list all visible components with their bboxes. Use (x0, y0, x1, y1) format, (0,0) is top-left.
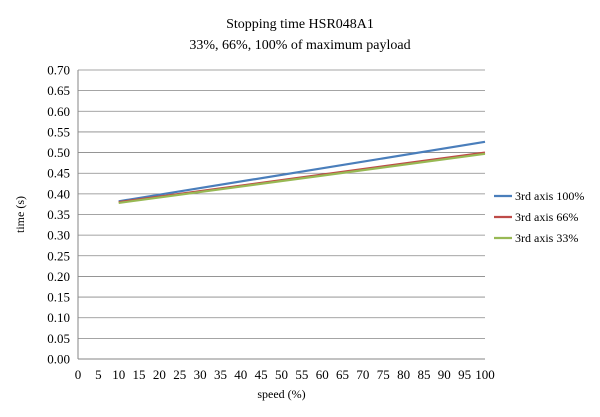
series-line-3 (118, 152, 486, 205)
y-tick-label: 0.05 (47, 331, 70, 346)
x-tick-label: 20 (153, 367, 166, 382)
legend: 3rd axis 100% 3rd axis 66% 3rd axis 33% (494, 189, 584, 245)
y-tick-label: 0.70 (47, 63, 70, 78)
x-tick-label: 35 (214, 367, 227, 382)
y-tick-label: 0.35 (47, 207, 70, 222)
x-tick-label: 40 (234, 367, 247, 382)
x-tick-label: 15 (133, 367, 146, 382)
x-tick-label: 10 (112, 367, 125, 382)
x-tick-label: 30 (194, 367, 207, 382)
legend-label: 3rd axis 66% (515, 210, 578, 224)
legend-label: 3rd axis 33% (515, 231, 578, 245)
x-tick-label: 70 (356, 367, 369, 382)
x-tick-label: 75 (377, 367, 390, 382)
y-tick-label: 0.00 (47, 352, 70, 367)
x-axis-title: speed (%) (257, 387, 305, 401)
x-tick-label: 50 (275, 367, 288, 382)
legend-label: 3rd axis 100% (515, 189, 584, 203)
x-tick-label: 0 (75, 367, 82, 382)
y-tick-label: 0.30 (47, 228, 70, 243)
y-tick-label: 0.15 (47, 290, 70, 305)
y-tick-label: 0.10 (47, 310, 70, 325)
x-tick-label: 5 (95, 367, 102, 382)
x-tick-label: 90 (438, 367, 451, 382)
y-axis-title: time (s) (13, 196, 27, 233)
y-tick-label: 0.55 (47, 124, 70, 139)
y-tick-labels: 0.00 0.05 0.10 0.15 0.20 0.25 0.30 0.35 0.40 0.45… (47, 63, 70, 367)
x-tick-label: 95 (458, 367, 471, 382)
y-tick-label: 0.60 (47, 104, 70, 119)
x-tick-label: 55 (295, 367, 308, 382)
gridlines (78, 69, 485, 339)
series-line-1 (118, 140, 486, 203)
y-tick-label: 0.50 (47, 145, 70, 160)
y-tick-label: 0.45 (47, 166, 70, 181)
x-tick-label: 65 (336, 367, 349, 382)
y-tick-label: 0.20 (47, 269, 70, 284)
chart-subtitle: 33%, 66%, 100% of maximum payload (189, 38, 411, 53)
chart-title: Stopping time HSR048A1 (226, 17, 374, 32)
x-tick-label: 60 (316, 367, 329, 382)
x-tick-labels: 0 5 10 15 20 25 30 35 40 45 50 55 60 65 70 75 80 85 90 95 10… (75, 367, 495, 382)
y-tick-label: 0.25 (47, 248, 70, 263)
x-tick-label: 45 (255, 367, 268, 382)
y-tick-label: 0.65 (47, 83, 70, 98)
x-tick-label: 80 (397, 367, 410, 382)
series-lines (118, 140, 486, 205)
x-tick-label: 100 (475, 367, 495, 382)
axes (77, 70, 485, 360)
y-tick-label: 0.40 (47, 186, 70, 201)
x-tick-label: 25 (173, 367, 186, 382)
x-tick-label: 85 (417, 367, 430, 382)
